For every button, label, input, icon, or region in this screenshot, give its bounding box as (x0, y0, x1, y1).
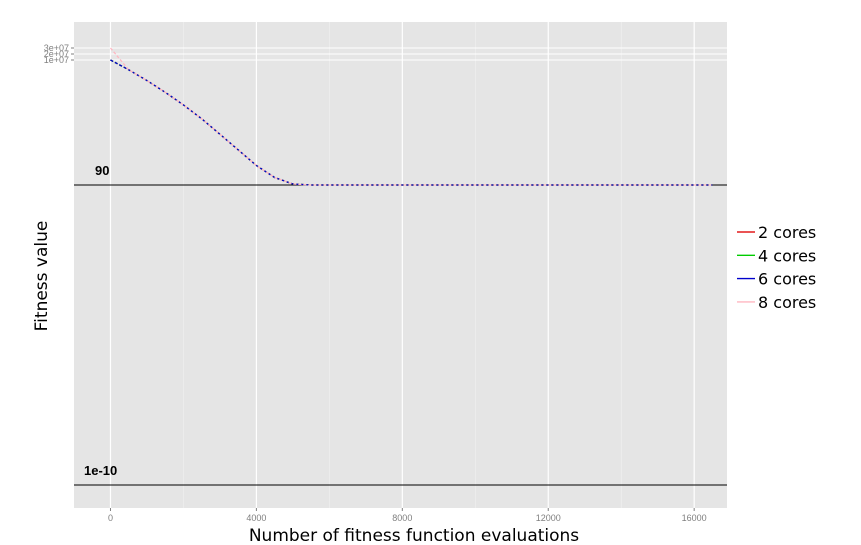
reference-line-label: 1e-10 (84, 463, 117, 478)
x-tick-label: 0 (108, 513, 113, 523)
y-axis-title: Fitness value (32, 221, 52, 332)
legend-label: 2 cores (758, 223, 816, 242)
y-tick-label: 2e+07 (44, 49, 69, 59)
x-tick-labels: 0 4000 8000 12000 16000 (108, 508, 707, 523)
x-tick-label: 16000 (682, 513, 707, 523)
plot-panel (74, 22, 727, 508)
grid (74, 22, 727, 508)
legend-label: 6 cores (758, 270, 816, 289)
y-tick-label: 3e+07 (44, 43, 69, 53)
x-tick-label: 8000 (392, 513, 412, 523)
x-axis-title: Number of fitness function evaluations (249, 526, 579, 545)
series-line (110, 47, 713, 186)
legend-label: 8 cores (758, 293, 816, 312)
x-tick-label: 4000 (246, 513, 266, 523)
reference-line-label: 90 (95, 163, 109, 178)
x-tick-label: 12000 (536, 513, 561, 523)
series-lines (110, 47, 713, 186)
legend-label: 4 cores (758, 246, 816, 265)
legend: 2 cores 4 cores 6 cores 8 cores (737, 223, 816, 312)
y-tick-label: 1e+07 (44, 55, 69, 65)
